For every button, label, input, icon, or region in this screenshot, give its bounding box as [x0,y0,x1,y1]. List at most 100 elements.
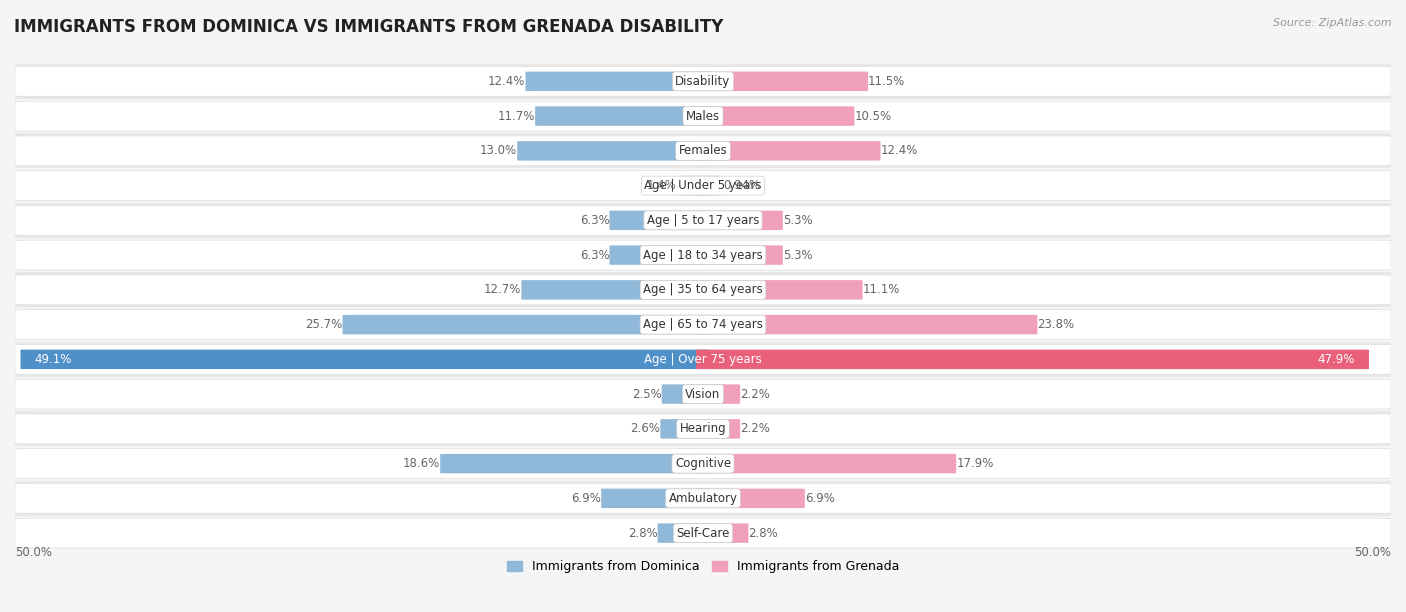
Text: 0.94%: 0.94% [723,179,761,192]
Text: Self-Care: Self-Care [676,526,730,540]
Legend: Immigrants from Dominica, Immigrants from Grenada: Immigrants from Dominica, Immigrants fro… [506,561,900,573]
Text: Ambulatory: Ambulatory [668,492,738,505]
Text: Females: Females [679,144,727,157]
FancyBboxPatch shape [15,136,1391,166]
Text: 49.1%: 49.1% [34,353,72,366]
Text: 12.4%: 12.4% [488,75,526,88]
FancyBboxPatch shape [696,211,783,230]
FancyBboxPatch shape [661,419,710,439]
FancyBboxPatch shape [440,454,710,473]
FancyBboxPatch shape [696,454,956,473]
Text: Age | 65 to 74 years: Age | 65 to 74 years [643,318,763,331]
Text: 2.6%: 2.6% [630,422,661,435]
FancyBboxPatch shape [15,483,1391,513]
Text: Males: Males [686,110,720,122]
FancyBboxPatch shape [343,315,710,334]
Text: 6.3%: 6.3% [579,214,609,227]
Text: IMMIGRANTS FROM DOMINICA VS IMMIGRANTS FROM GRENADA DISABILITY: IMMIGRANTS FROM DOMINICA VS IMMIGRANTS F… [14,18,724,36]
FancyBboxPatch shape [696,488,804,508]
Text: 6.9%: 6.9% [571,492,602,505]
Text: 2.2%: 2.2% [740,387,770,401]
Bar [15,237,1391,272]
Text: 2.2%: 2.2% [740,422,770,435]
Text: 23.8%: 23.8% [1038,318,1074,331]
FancyBboxPatch shape [609,211,710,230]
FancyBboxPatch shape [696,106,855,126]
Text: Age | 5 to 17 years: Age | 5 to 17 years [647,214,759,227]
Text: 10.5%: 10.5% [855,110,891,122]
FancyBboxPatch shape [676,176,710,195]
FancyBboxPatch shape [15,414,1391,444]
Text: 12.7%: 12.7% [484,283,522,296]
FancyBboxPatch shape [658,523,710,543]
Text: 50.0%: 50.0% [15,546,52,559]
FancyBboxPatch shape [15,66,1391,96]
Text: Hearing: Hearing [679,422,727,435]
Text: Age | Over 75 years: Age | Over 75 years [644,353,762,366]
Text: 18.6%: 18.6% [404,457,440,470]
Text: 25.7%: 25.7% [305,318,343,331]
FancyBboxPatch shape [696,72,868,91]
FancyBboxPatch shape [526,72,710,91]
Text: Source: ZipAtlas.com: Source: ZipAtlas.com [1274,18,1392,28]
FancyBboxPatch shape [696,523,748,543]
FancyBboxPatch shape [15,345,1391,375]
Text: 2.5%: 2.5% [631,387,662,401]
FancyBboxPatch shape [696,349,1369,369]
Bar [15,272,1391,307]
FancyBboxPatch shape [536,106,710,126]
Text: 1.4%: 1.4% [647,179,676,192]
FancyBboxPatch shape [522,280,710,300]
FancyBboxPatch shape [21,349,710,369]
Text: 17.9%: 17.9% [956,457,994,470]
Bar [15,99,1391,133]
Bar [15,307,1391,342]
Text: 12.4%: 12.4% [880,144,918,157]
Text: 11.1%: 11.1% [863,283,900,296]
FancyBboxPatch shape [15,310,1391,340]
Bar [15,168,1391,203]
Bar [15,446,1391,481]
Text: Cognitive: Cognitive [675,457,731,470]
Text: 11.5%: 11.5% [868,75,905,88]
Text: 5.3%: 5.3% [783,214,813,227]
FancyBboxPatch shape [696,141,880,160]
Text: Age | Under 5 years: Age | Under 5 years [644,179,762,192]
FancyBboxPatch shape [696,384,740,404]
FancyBboxPatch shape [696,176,723,195]
FancyBboxPatch shape [696,280,863,300]
Text: Vision: Vision [685,387,721,401]
Bar [15,411,1391,446]
Text: Disability: Disability [675,75,731,88]
FancyBboxPatch shape [696,419,740,439]
Bar [15,203,1391,237]
Bar [15,133,1391,168]
Text: 13.0%: 13.0% [479,144,517,157]
Text: 6.3%: 6.3% [579,248,609,261]
FancyBboxPatch shape [15,206,1391,235]
FancyBboxPatch shape [15,101,1391,131]
Text: 11.7%: 11.7% [498,110,536,122]
FancyBboxPatch shape [609,245,710,265]
Text: 2.8%: 2.8% [748,526,778,540]
FancyBboxPatch shape [15,171,1391,201]
FancyBboxPatch shape [662,384,710,404]
FancyBboxPatch shape [602,488,710,508]
Bar [15,516,1391,551]
Text: Age | 35 to 64 years: Age | 35 to 64 years [643,283,763,296]
FancyBboxPatch shape [15,449,1391,479]
Bar [15,342,1391,377]
FancyBboxPatch shape [696,315,1038,334]
FancyBboxPatch shape [15,240,1391,270]
Text: Age | 18 to 34 years: Age | 18 to 34 years [643,248,763,261]
FancyBboxPatch shape [696,245,783,265]
Text: 50.0%: 50.0% [1354,546,1391,559]
FancyBboxPatch shape [517,141,710,160]
Text: 47.9%: 47.9% [1317,353,1355,366]
Text: 5.3%: 5.3% [783,248,813,261]
Bar [15,64,1391,99]
Bar [15,377,1391,411]
Text: 2.8%: 2.8% [628,526,658,540]
FancyBboxPatch shape [15,379,1391,409]
Text: 6.9%: 6.9% [804,492,835,505]
